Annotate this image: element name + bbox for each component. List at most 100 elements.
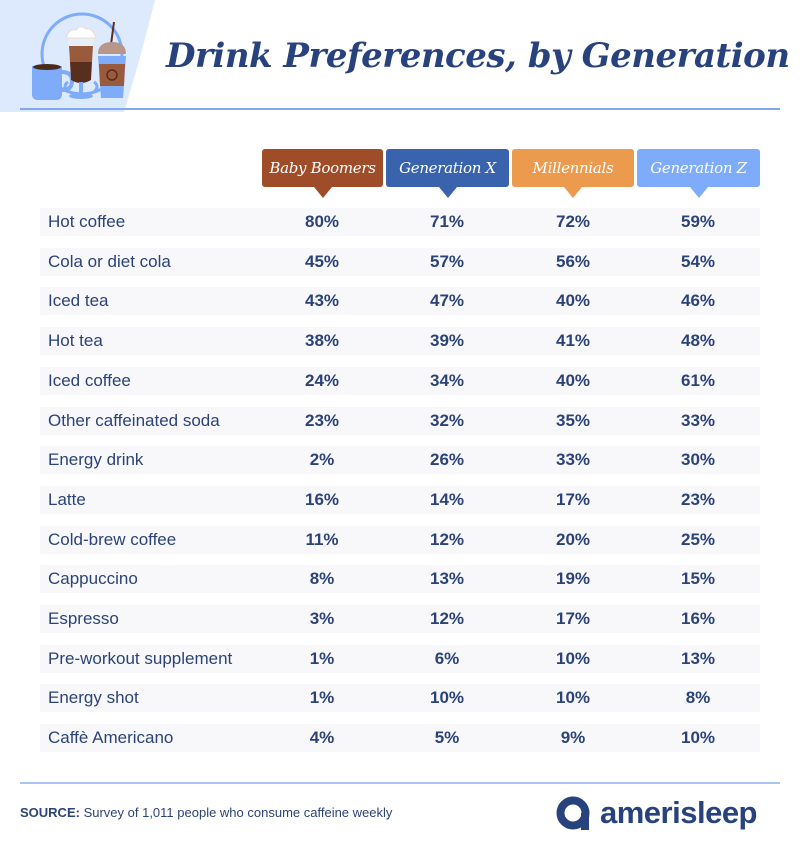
value-cell: 14% xyxy=(429,490,465,509)
value-cell: 43% xyxy=(304,291,340,310)
value-cell: 59% xyxy=(680,212,716,231)
row-label: Pre-workout supplement xyxy=(48,649,233,668)
value-cell: 26% xyxy=(429,450,465,469)
table-row: Caffè Americano 4% 5% 9% 10% xyxy=(40,724,760,752)
value-cell: 6% xyxy=(434,649,460,668)
value-cell: 19% xyxy=(555,569,591,588)
value-cell: 33% xyxy=(555,450,591,469)
value-cell: 38% xyxy=(304,331,340,350)
value-cell: 33% xyxy=(680,411,716,430)
value-cell: 35% xyxy=(555,411,591,430)
value-cell: 13% xyxy=(429,569,465,588)
row-label: Hot coffee xyxy=(48,212,126,231)
source-label: SOURCE: xyxy=(20,805,80,820)
title-divider xyxy=(20,108,780,110)
row-label: Other caffeinated soda xyxy=(48,411,220,430)
value-cell: 17% xyxy=(555,490,591,509)
value-cell: 10% xyxy=(429,688,465,707)
value-cell: 4% xyxy=(309,728,335,747)
row-label: Energy shot xyxy=(48,688,139,707)
value-cell: 10% xyxy=(680,728,716,747)
value-cell: 17% xyxy=(555,609,591,628)
source-text: Survey of 1,011 people who consume caffe… xyxy=(79,805,393,820)
value-cell: 56% xyxy=(555,252,591,271)
table-row: Cold-brew coffee 11% 12% 20% 25% xyxy=(40,526,760,554)
value-cell: 71% xyxy=(429,212,465,231)
row-label: Iced tea xyxy=(48,291,109,310)
table-row: Latte 16% 14% 17% 23% xyxy=(40,486,760,514)
row-label: Energy drink xyxy=(48,450,144,469)
table-row: Cola or diet cola 45% 57% 56% 54% xyxy=(40,248,760,276)
value-cell: 39% xyxy=(429,331,465,350)
value-cell: 15% xyxy=(680,569,716,588)
coffee-drinks-icon xyxy=(32,12,126,100)
column-header-generation-x: Generation X xyxy=(386,149,509,198)
value-cell: 80% xyxy=(304,212,340,231)
value-cell: 16% xyxy=(680,609,716,628)
table-row: Energy shot 1% 10% 10% 8% xyxy=(40,684,760,712)
value-cell: 47% xyxy=(429,291,465,310)
column-header-label: Generation Z xyxy=(650,159,747,177)
value-cell: 8% xyxy=(685,688,711,707)
table-row: Energy drink 2% 26% 33% 30% xyxy=(40,446,760,474)
column-header-millennials: Millennials xyxy=(512,149,634,198)
value-cell: 10% xyxy=(555,688,591,707)
row-label: Cold-brew coffee xyxy=(48,530,177,549)
row-label: Cola or diet cola xyxy=(48,252,171,271)
value-cell: 12% xyxy=(429,530,465,549)
value-cell: 9% xyxy=(560,728,586,747)
value-cell: 45% xyxy=(304,252,340,271)
value-cell: 23% xyxy=(680,490,716,509)
row-label: Latte xyxy=(48,490,86,509)
column-header-label: Generation X xyxy=(399,159,496,177)
value-cell: 11% xyxy=(305,530,339,549)
row-label: Espresso xyxy=(48,609,119,628)
brand-name: amerisleep xyxy=(600,795,758,830)
column-header-baby-boomers: Baby Boomers xyxy=(262,149,383,198)
value-cell: 1% xyxy=(309,688,335,707)
brand-logo: amerisleep xyxy=(556,795,758,830)
value-cell: 40% xyxy=(555,371,591,390)
value-cell: 16% xyxy=(304,490,340,509)
value-cell: 10% xyxy=(555,649,591,668)
value-cell: 41% xyxy=(555,331,591,350)
value-cell: 30% xyxy=(680,450,716,469)
value-cell: 32% xyxy=(429,411,465,430)
value-cell: 13% xyxy=(680,649,716,668)
value-cell: 1% xyxy=(309,649,335,668)
column-header-generation-z: Generation Z xyxy=(637,149,760,198)
value-cell: 3% xyxy=(309,609,335,628)
table-row: Other caffeinated soda 23% 32% 35% 33% xyxy=(40,407,760,435)
row-label: Hot tea xyxy=(48,331,103,350)
value-cell: 57% xyxy=(429,252,465,271)
value-cell: 72% xyxy=(555,212,591,231)
page-title: Drink Preferences, by Generation xyxy=(166,36,790,76)
value-cell: 34% xyxy=(429,371,465,390)
column-header-label: Baby Boomers xyxy=(269,159,376,177)
value-cell: 61% xyxy=(680,371,716,390)
column-header-label: Millennials xyxy=(532,159,614,177)
value-cell: 2% xyxy=(309,450,335,469)
value-cell: 25% xyxy=(680,530,716,549)
value-cell: 23% xyxy=(304,411,340,430)
value-cell: 12% xyxy=(429,609,465,628)
table-row: Espresso 3% 12% 17% 16% xyxy=(40,605,760,633)
amerisleep-logo-icon xyxy=(556,796,590,830)
source-note: SOURCE: Survey of 1,011 people who consu… xyxy=(20,805,392,820)
value-cell: 54% xyxy=(680,252,716,271)
value-cell: 5% xyxy=(434,728,460,747)
value-cell: 24% xyxy=(304,371,340,390)
table-row: Hot coffee 80% 71% 72% 59% xyxy=(40,208,760,236)
value-cell: 8% xyxy=(309,569,335,588)
table-row: Pre-workout supplement 1% 6% 10% 13% xyxy=(40,645,760,673)
footer-divider xyxy=(20,782,780,784)
value-cell: 40% xyxy=(555,291,591,310)
value-cell: 20% xyxy=(555,530,591,549)
table-row: Iced tea 43% 47% 40% 46% xyxy=(40,287,760,315)
table-row: Hot tea 38% 39% 41% 48% xyxy=(40,327,760,355)
table-row: Iced coffee 24% 34% 40% 61% xyxy=(40,367,760,395)
row-label: Cappuccino xyxy=(48,569,138,588)
value-cell: 46% xyxy=(680,291,716,310)
row-label: Iced coffee xyxy=(48,371,131,390)
row-label: Caffè Americano xyxy=(48,728,174,747)
